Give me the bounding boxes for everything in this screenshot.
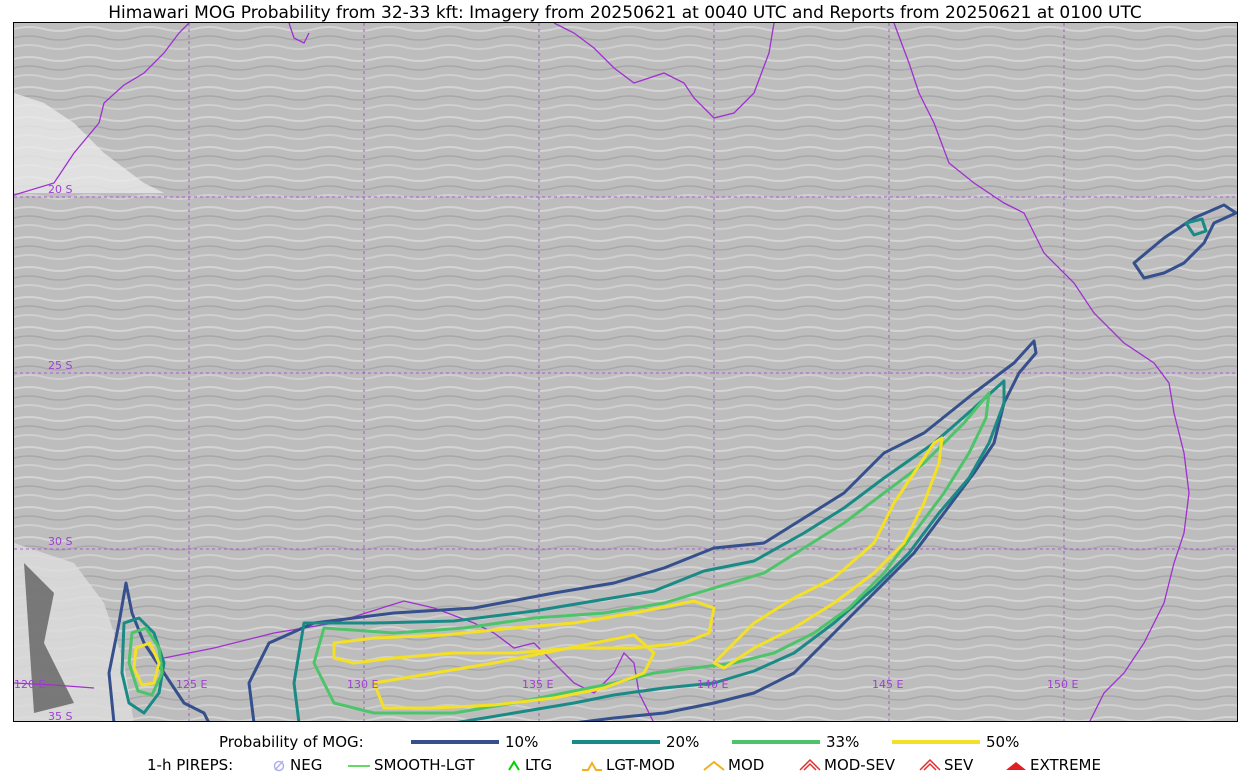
satellite-imagery [14,23,1237,721]
legend-item-sev: SEV [918,756,973,774]
probability-contours [107,203,1237,721]
legend-item-33: 33% [732,733,859,751]
grid-label-lon: 135 E [522,678,554,691]
grid-label-lon: 130 E [347,678,379,691]
smooth-lgt-icon [348,765,370,767]
legend-item-50: 50% [892,733,1019,751]
legend-swatch [732,740,820,744]
legend-item-neg: NEG [270,756,322,774]
pireps-legend-label: 1-h PIREPS: [147,756,234,774]
mod-icon [703,760,725,771]
sev-icon [919,758,941,771]
grid-label-lon: 145 E [872,678,904,691]
grid-label-lon: 150 E [1047,678,1079,691]
mod-sev-icon [799,758,821,771]
legend-item-lgt-mod: LGT-MOD [580,756,675,774]
neg-icon [273,760,285,772]
map-title: Himawari MOG Probability from 32-33 kft:… [108,3,1142,23]
grid-label-lat: 25 S [48,359,73,372]
legend-item-10: 10% [411,733,538,751]
legend-swatch [892,740,980,744]
coastline [14,23,1190,721]
lgt-mod-icon [582,760,602,771]
extreme-icon [1006,762,1026,770]
legend-item-extreme: EXTREME [1004,756,1101,774]
legend-item-mod: MOD [702,756,764,774]
grid-label-lat: 35 S [48,710,73,722]
probability-legend-label: Probability of MOG: [219,733,364,751]
legend-swatch [572,740,660,744]
ltg-icon [508,760,520,771]
legend-item-20: 20% [572,733,699,751]
lat-lon-grid [14,23,1237,721]
grid-label-lat: 20 S [48,183,73,196]
map-canvas [14,23,1237,721]
grid-label-lon: 120 E [14,678,46,691]
grid-label-lat: 30 S [48,535,73,548]
satellite-map[interactable]: 20 S 25 S 30 S 35 S 120 E 125 E 130 E 13… [13,22,1238,722]
legend-item-smooth-lgt: SMOOTH-LGT [348,756,475,774]
grid-label-lon: 125 E [176,678,208,691]
cloud-shadow [24,563,74,713]
legend-swatch [411,740,499,744]
grid-label-lon: 140 E [697,678,729,691]
legend-item-mod-sev: MOD-SEV [798,756,895,774]
cloud-patch [14,93,164,193]
legend-item-ltg: LTG [505,756,552,774]
